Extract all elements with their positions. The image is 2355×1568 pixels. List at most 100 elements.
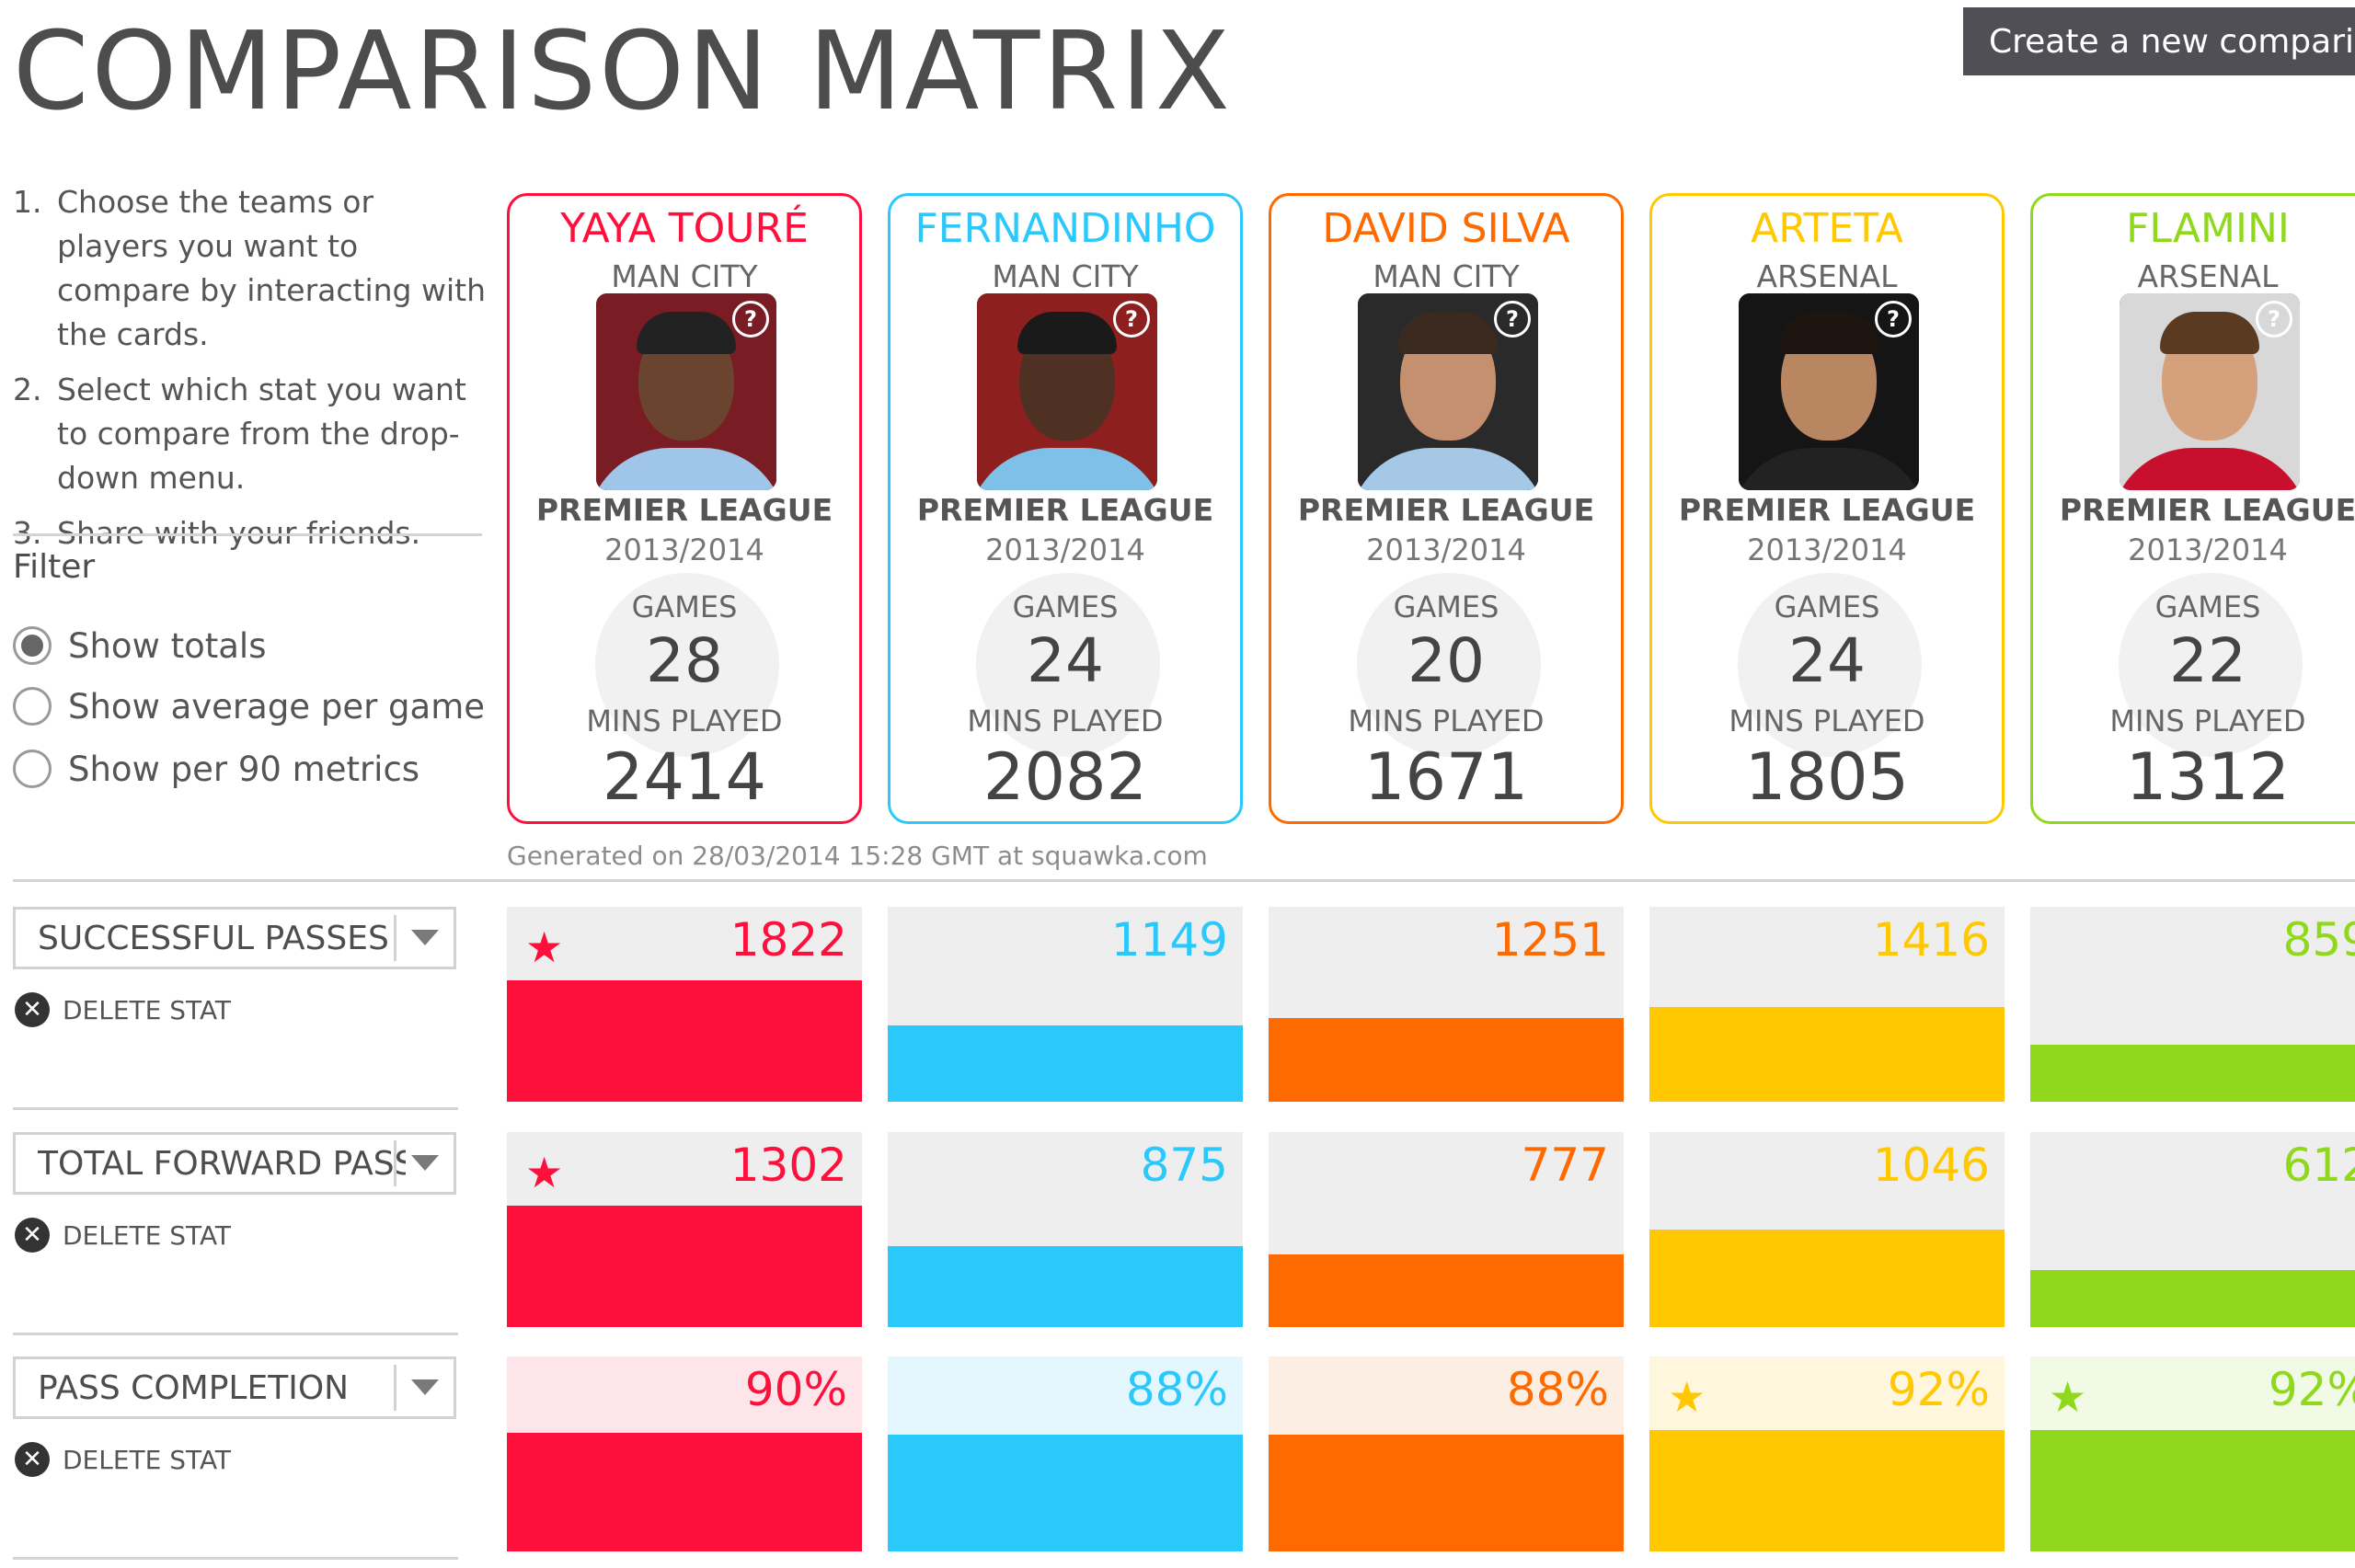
player-card[interactable]: ARTETA ARSENAL ? PREMIER LEAGUE 2013/201… bbox=[1649, 193, 2005, 824]
mins-played-label: MINS PLAYED bbox=[967, 704, 1164, 738]
delete-stat-button[interactable]: ✕ DELETE STAT bbox=[15, 1215, 231, 1255]
mins-played-label: MINS PLAYED bbox=[1729, 704, 1925, 738]
player-name: FERNANDINHO bbox=[914, 205, 1216, 252]
create-new-comparison-button[interactable]: Create a new comparison bbox=[1963, 7, 2355, 75]
stat-bar-cell: ★ 1822 bbox=[507, 907, 862, 1102]
player-photo: ? bbox=[2120, 293, 2300, 490]
star-icon: ★ bbox=[525, 922, 564, 972]
league-name: PREMIER LEAGUE bbox=[2059, 492, 2355, 528]
chevron-down-icon[interactable] bbox=[411, 1155, 439, 1171]
close-icon[interactable]: ✕ bbox=[15, 1218, 50, 1253]
divider bbox=[13, 1107, 458, 1110]
games-value: 24 bbox=[1788, 625, 1866, 696]
stat-value: 612 bbox=[2282, 1139, 2355, 1192]
instructions-list: 1. Choose the teams or players you want t… bbox=[13, 180, 491, 567]
stat-bar bbox=[888, 1025, 1243, 1102]
delete-stat-label: DELETE STAT bbox=[63, 1219, 232, 1251]
divider bbox=[13, 1557, 458, 1560]
squawka-icon: ? bbox=[2256, 301, 2292, 338]
stat-bar bbox=[1269, 1254, 1624, 1327]
games-label: GAMES bbox=[1774, 589, 1880, 624]
season: 2013/2014 bbox=[604, 532, 764, 567]
mins-played-value: 1312 bbox=[2125, 739, 2291, 815]
player-card[interactable]: DAVID SILVA MAN CITY ? PREMIER LEAGUE 20… bbox=[1269, 193, 1624, 824]
games-label: GAMES bbox=[2154, 589, 2261, 624]
player-name: YAYA TOURÉ bbox=[560, 205, 809, 252]
stat-value: 875 bbox=[1140, 1139, 1228, 1192]
games-value: 20 bbox=[1407, 625, 1485, 696]
stat-dropdown-label: TOTAL FORWARD PASSES bbox=[38, 1145, 406, 1183]
delete-stat-button[interactable]: ✕ DELETE STAT bbox=[15, 990, 231, 1030]
chevron-down-icon[interactable] bbox=[411, 930, 439, 945]
filter-option-label: Show average per game bbox=[68, 686, 486, 727]
stat-dropdown[interactable]: TOTAL FORWARD PASSES bbox=[13, 1132, 456, 1195]
stat-bar-cell: 88% bbox=[888, 1356, 1243, 1551]
player-team: ARSENAL bbox=[2137, 258, 2279, 294]
stat-dropdown-label: PASS COMPLETION bbox=[38, 1369, 350, 1407]
divider bbox=[13, 879, 2355, 882]
filter-option-per90[interactable]: Show per 90 metrics bbox=[13, 743, 419, 795]
chevron-down-icon[interactable] bbox=[411, 1379, 439, 1395]
instruction-number: 1. bbox=[13, 184, 42, 220]
card-watermark bbox=[2119, 573, 2303, 757]
filter-option-totals[interactable]: Show totals bbox=[13, 620, 266, 671]
stat-value: 859 bbox=[2282, 913, 2355, 967]
stat-value: 1149 bbox=[1110, 913, 1228, 967]
close-icon[interactable]: ✕ bbox=[15, 1442, 50, 1477]
player-name: DAVID SILVA bbox=[1322, 205, 1570, 252]
dropdown-separator bbox=[394, 1365, 396, 1411]
games-value: 24 bbox=[1027, 625, 1104, 696]
player-card[interactable]: FLAMINI ARSENAL ? PREMIER LEAGUE 2013/20… bbox=[2030, 193, 2355, 824]
stat-value: 88% bbox=[1506, 1363, 1609, 1416]
stat-value: 1822 bbox=[729, 913, 847, 967]
instruction-number: 3. bbox=[13, 515, 42, 551]
instruction-text: Share with your friends. bbox=[57, 515, 421, 551]
card-watermark bbox=[976, 573, 1160, 757]
close-icon[interactable]: ✕ bbox=[15, 992, 50, 1027]
filter-option-average[interactable]: Show average per game bbox=[13, 681, 485, 732]
stat-bar-cell: 1046 bbox=[1649, 1132, 2005, 1327]
divider bbox=[13, 1333, 458, 1335]
stat-bar-cell: 875 bbox=[888, 1132, 1243, 1327]
player-team: MAN CITY bbox=[1373, 258, 1520, 294]
league-name: PREMIER LEAGUE bbox=[535, 492, 833, 528]
stat-value: 90% bbox=[744, 1363, 847, 1416]
player-card[interactable]: YAYA TOURÉ MAN CITY ? PREMIER LEAGUE 201… bbox=[507, 193, 862, 824]
stat-bar-cell: 1251 bbox=[1269, 907, 1624, 1102]
player-name: ARTETA bbox=[1751, 205, 1903, 252]
stat-dropdown[interactable]: SUCCESSFUL PASSES bbox=[13, 907, 456, 969]
season: 2013/2014 bbox=[1747, 532, 1907, 567]
mins-played-label: MINS PLAYED bbox=[586, 704, 783, 738]
star-icon: ★ bbox=[2049, 1372, 2087, 1422]
mins-played-value: 1671 bbox=[1363, 739, 1529, 815]
stat-value: 1302 bbox=[729, 1139, 847, 1192]
stat-bar bbox=[1649, 1230, 2005, 1327]
stat-bar bbox=[507, 1433, 862, 1551]
games-label: GAMES bbox=[1393, 589, 1499, 624]
season: 2013/2014 bbox=[1366, 532, 1526, 567]
instruction-text: Choose the teams or players you want to … bbox=[57, 184, 486, 352]
squawka-icon: ? bbox=[1113, 301, 1150, 338]
radio-button[interactable] bbox=[13, 750, 52, 788]
delete-stat-button[interactable]: ✕ DELETE STAT bbox=[15, 1439, 231, 1480]
delete-stat-label: DELETE STAT bbox=[63, 994, 232, 1025]
dropdown-separator bbox=[394, 915, 396, 961]
mins-played-value: 2082 bbox=[982, 739, 1148, 815]
stat-bar bbox=[507, 980, 862, 1102]
stat-value: 92% bbox=[1887, 1363, 1990, 1416]
stat-bar-cell: 88% bbox=[1269, 1356, 1624, 1551]
stat-bar bbox=[888, 1246, 1243, 1327]
season: 2013/2014 bbox=[2128, 532, 2288, 567]
player-card[interactable]: FERNANDINHO MAN CITY ? PREMIER LEAGUE 20… bbox=[888, 193, 1243, 824]
delete-stat-label: DELETE STAT bbox=[63, 1444, 232, 1475]
radio-button[interactable] bbox=[13, 687, 52, 726]
player-photo: ? bbox=[1739, 293, 1919, 490]
generated-note: Generated on 28/03/2014 15:28 GMT at squ… bbox=[507, 841, 1208, 871]
radio-button[interactable] bbox=[13, 626, 52, 665]
player-photo: ? bbox=[977, 293, 1157, 490]
stat-bar bbox=[1649, 1007, 2005, 1102]
games-value: 22 bbox=[2169, 625, 2246, 696]
season: 2013/2014 bbox=[985, 532, 1145, 567]
stat-dropdown[interactable]: PASS COMPLETION bbox=[13, 1356, 456, 1419]
card-watermark bbox=[1738, 573, 1922, 757]
